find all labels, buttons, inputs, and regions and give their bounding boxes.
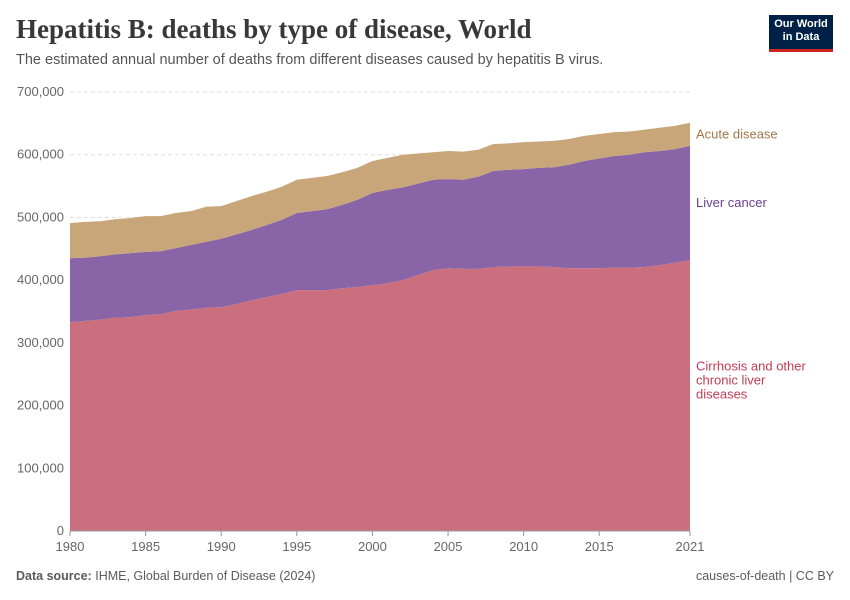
x-tick-label: 1990: [207, 539, 236, 554]
y-tick-label: 300,000: [17, 335, 64, 350]
x-tick-label: 2015: [585, 539, 614, 554]
x-tick-label: 1985: [131, 539, 160, 554]
source-label: Data source:: [16, 569, 92, 583]
x-tick-label: 1980: [56, 539, 85, 554]
source-link[interactable]: IHME, Global Burden of Disease (2024): [95, 569, 316, 583]
series-label: Liver cancer: [696, 195, 767, 210]
x-tick-label: 1995: [282, 539, 311, 554]
series-label: Cirrhosis and other: [696, 359, 806, 374]
owid-logo[interactable]: Our World in Data: [769, 15, 833, 52]
chart-subtitle: The estimated annual number of deaths fr…: [16, 52, 604, 68]
y-tick-label: 0: [57, 523, 64, 538]
y-tick-label: 100,000: [17, 460, 64, 475]
series-label: chronic liver: [696, 373, 766, 388]
y-tick-label: 400,000: [17, 272, 64, 287]
area-acute-disease: [70, 122, 690, 259]
area-cirrhosis-and-other-chronic-liver-diseases: [70, 260, 690, 531]
area-liver-cancer: [70, 145, 690, 323]
data-source: Data source: IHME, Global Burden of Dise…: [16, 569, 315, 583]
y-tick-label: 200,000: [17, 398, 64, 413]
stacked-area-chart: 0 100,000 200,000 300,000 400,000 500,000 600,…: [17, 84, 806, 554]
x-tick-label: 2010: [509, 539, 538, 554]
x-tick-label: 2005: [434, 539, 463, 554]
y-tick-label: 600,000: [17, 147, 64, 162]
series-label: Acute disease: [696, 126, 778, 141]
series-label: diseases: [696, 387, 748, 402]
x-tick-label: 2021: [676, 539, 705, 554]
y-tick-label: 500,000: [17, 209, 64, 224]
y-tick-label: 700,000: [17, 84, 64, 99]
license[interactable]: causes-of-death | CC BY: [695, 569, 834, 583]
x-tick-label: 2000: [358, 539, 387, 554]
chart-title: Hepatitis B: deaths by type of disease, …: [16, 14, 532, 44]
